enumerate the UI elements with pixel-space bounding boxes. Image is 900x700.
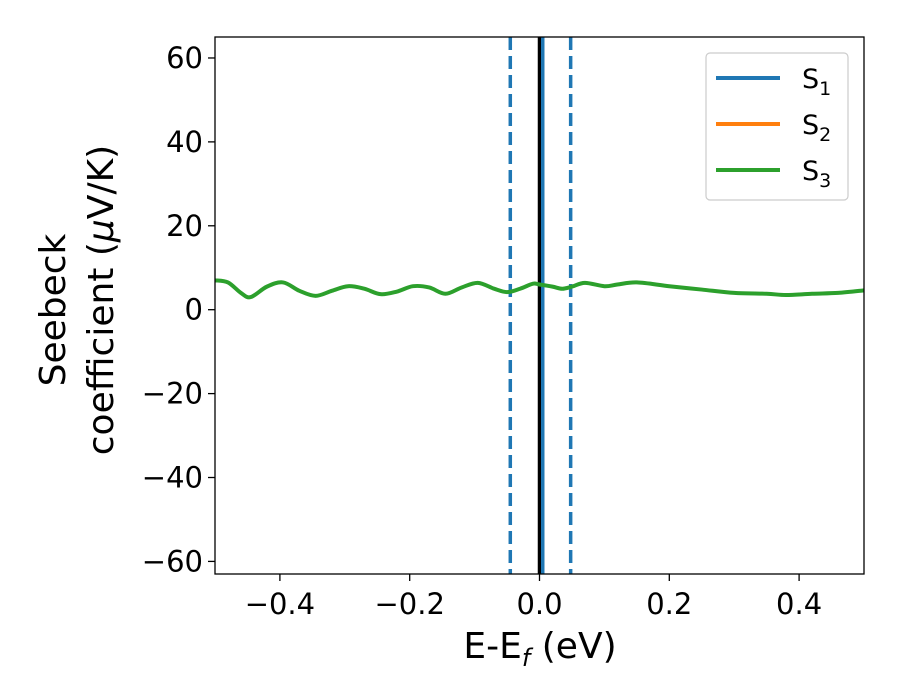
y-axis-ticks: −60 −40 −20 0 20 40 60 xyxy=(142,41,215,578)
x-tick-label: −0.4 xyxy=(245,587,315,621)
y-tick-label: 40 xyxy=(166,125,203,159)
x-axis-ticks: −0.4 −0.2 0.0 0.2 0.4 xyxy=(245,574,822,621)
y-axis-label-mu: μ xyxy=(81,219,122,243)
y-axis-label-line2: coefficient (μV/K) xyxy=(81,145,122,455)
x-tick-label: −0.2 xyxy=(374,587,444,621)
x-tick-label: 0.4 xyxy=(776,587,822,621)
y-tick-label: 0 xyxy=(185,293,203,327)
y-axis-label-main: coefficient ( xyxy=(81,242,122,455)
legend-label-s1: S1 xyxy=(802,64,831,100)
x-tick-label: 0.0 xyxy=(516,587,562,621)
legend-label-s3: S3 xyxy=(802,156,831,192)
y-axis-label-tail: V/K) xyxy=(81,145,122,219)
plot-content xyxy=(215,37,864,574)
y-tick-label: −40 xyxy=(142,461,203,495)
legend-label-s2: S2 xyxy=(802,110,831,146)
y-axis-label-line1: Seebeck xyxy=(33,233,74,386)
x-axis-label-main: E-E xyxy=(463,626,521,667)
series-line-s3 xyxy=(215,278,864,300)
legend-box xyxy=(705,52,849,201)
y-tick-label: −60 xyxy=(142,544,203,578)
y-tick-label: 20 xyxy=(166,209,203,243)
y-tick-label: 60 xyxy=(166,41,203,75)
plot-area xyxy=(215,37,864,574)
legend: S1 S2 S3 xyxy=(705,52,849,201)
y-tick-label: −20 xyxy=(142,377,203,411)
x-axis-label: E-Ef (eV) xyxy=(463,626,616,672)
x-tick-label: 0.2 xyxy=(646,587,692,621)
x-axis-label-tail: (eV) xyxy=(530,626,616,667)
